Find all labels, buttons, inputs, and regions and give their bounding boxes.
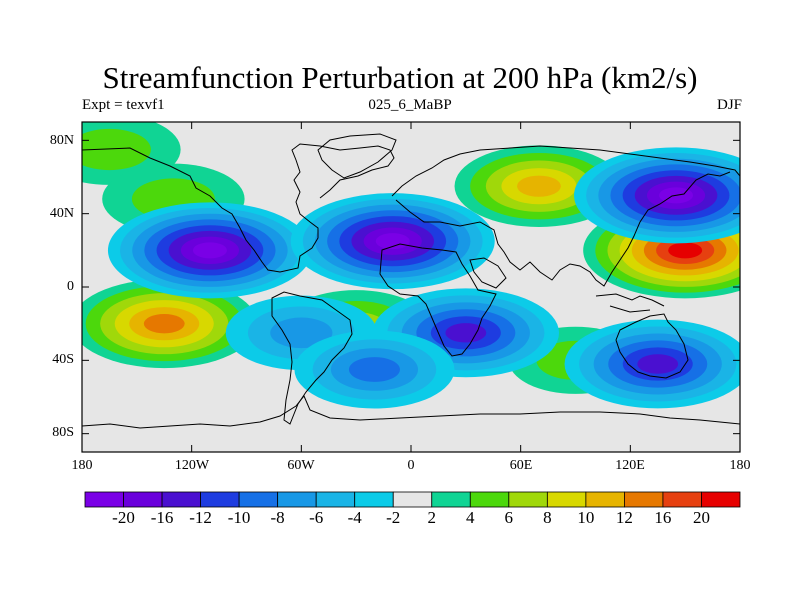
colorbar-label: -2 [386,508,401,527]
colorbar-label: 6 [504,508,514,527]
colorbar-box [123,491,163,508]
colorbar-box [508,491,548,508]
colorbar-box [354,491,394,508]
north-america-outline [82,143,395,273]
contour-band [637,354,679,374]
contour-band [143,313,185,334]
x-label-120w: 120W [174,458,210,473]
contour-fill [82,122,740,409]
colorbar-label: 4 [466,508,475,527]
greenland-outline [317,133,397,179]
colorbar-label: -10 [227,508,251,527]
colorbar-box [624,491,664,508]
plot-title: Streamfunction Perturbation at 200 hPa (… [102,60,698,95]
colorbar-label: 12 [615,508,633,527]
colorbar-box [585,491,625,508]
australia-outline [615,313,689,379]
colorbar-box [200,491,240,508]
x-label-180e: 180 [729,458,751,473]
colorbar-box [546,491,587,508]
colorbar-label: 10 [577,508,595,527]
colorbar-box [277,491,317,508]
x-label-120e: 120E [615,458,645,473]
colorbar-label: 2 [427,508,437,527]
colorbar-label: -12 [189,508,212,527]
south-america-outline [271,291,353,425]
contour-band [82,128,151,171]
colorbar-label: -8 [270,508,285,527]
colorbar-box [84,491,124,508]
contour-band [445,323,487,343]
x-label-60e: 60E [509,458,533,473]
africa-outline [379,243,497,357]
x-label-60w: 60W [287,458,315,473]
run-label: 025_6_MaBP [368,97,452,113]
y-label-40s: 40S [52,352,74,367]
experiment-label: Expt = texvf1 [82,97,165,113]
contour-band [270,317,333,349]
colorbar-box [469,491,510,508]
colorbar-label: 8 [543,508,552,527]
colorbar-box [161,491,201,508]
colorbar-label: 20 [693,508,710,527]
colorbar [84,491,741,508]
y-label-80s: 80S [52,425,74,440]
colorbar-label: -16 [150,508,174,527]
axis-ticks [81,122,741,452]
colorbar-label: -4 [347,508,362,527]
contour-band [375,233,410,250]
y-label-0: 0 [67,279,74,294]
colorbar-label: -20 [112,508,135,527]
x-label-0: 0 [407,458,415,473]
colorbar-box [392,491,433,508]
colorbar-box [238,491,279,508]
contour-band [192,242,227,259]
eurasia-outline [391,145,740,287]
colorbar-box [701,491,741,508]
continent-outlines [82,133,740,429]
x-label-180w: 180 [71,458,93,473]
colorbar-box [315,491,356,508]
contour-band [668,242,703,259]
arabia-outline [469,257,507,289]
y-label-40n: 40N [49,206,74,221]
colorbar-label: -6 [309,508,324,527]
antarctica-outline [82,395,740,429]
season-label: DJF [716,97,742,113]
colorbar-label: 16 [654,508,672,527]
y-label-80n: 80N [49,133,74,148]
indonesia-outline [595,293,665,313]
contour-band [348,357,400,382]
colorbar-box [662,491,702,508]
contour-band [517,175,561,197]
colorbar-box [431,491,471,508]
